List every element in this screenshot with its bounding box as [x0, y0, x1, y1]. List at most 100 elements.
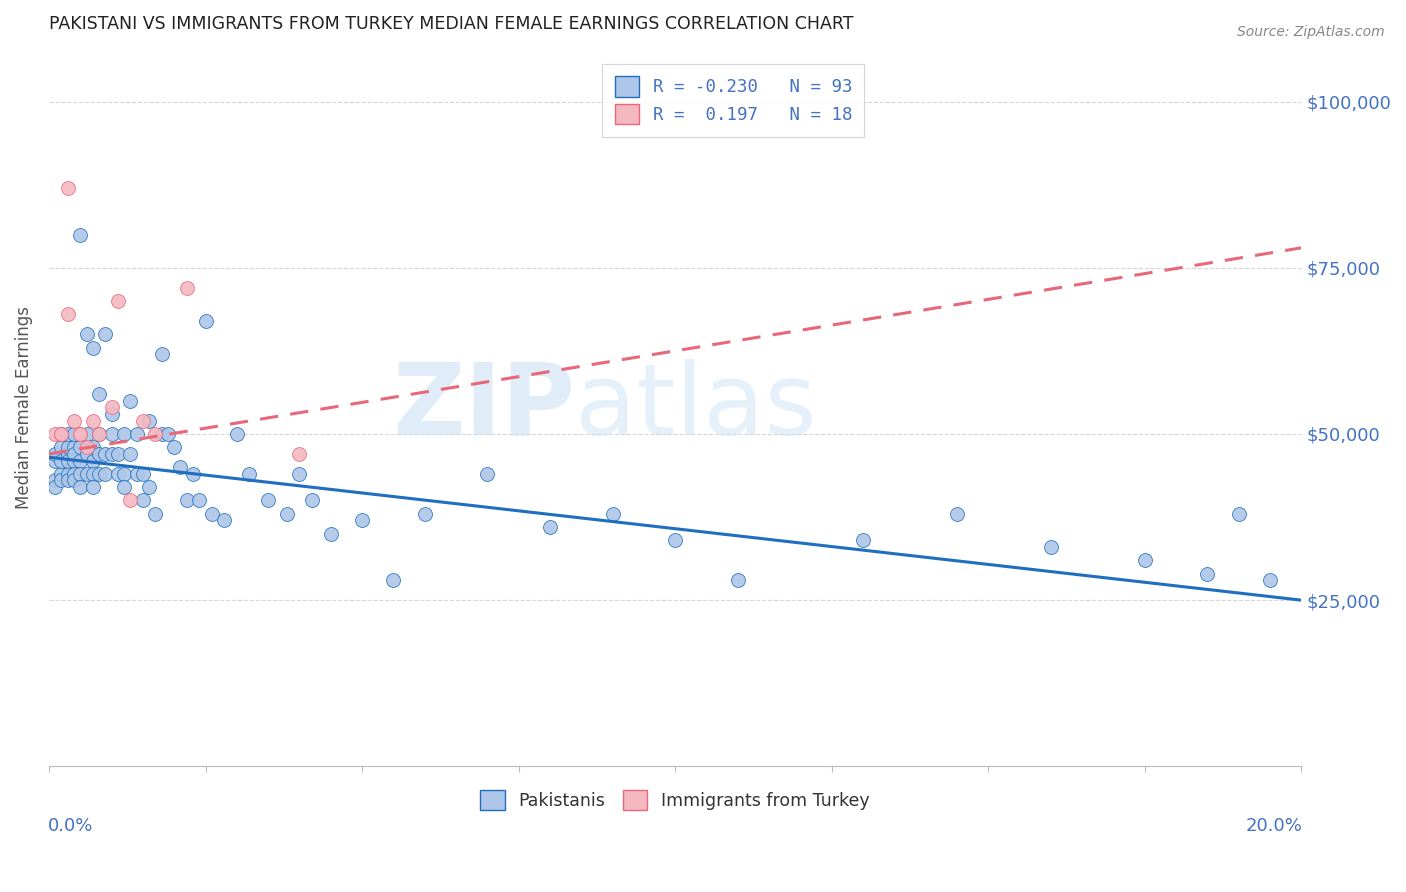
Point — [56, 447, 79, 461]
Point — [112, 427, 135, 442]
Point — [82, 453, 104, 467]
Point — [112, 467, 135, 481]
Text: Source: ZipAtlas.com: Source: ZipAtlas.com — [1237, 25, 1385, 39]
Point — [107, 467, 129, 481]
Point — [82, 414, 104, 428]
Point — [63, 474, 86, 488]
Point — [125, 427, 148, 442]
Point — [56, 307, 79, 321]
Point — [76, 440, 98, 454]
Point — [1133, 553, 1156, 567]
Point — [176, 493, 198, 508]
Point — [44, 447, 66, 461]
Point — [946, 507, 969, 521]
Point — [69, 480, 91, 494]
Point — [413, 507, 436, 521]
Point — [100, 427, 122, 442]
Point — [163, 440, 186, 454]
Point — [301, 493, 323, 508]
Point — [87, 387, 110, 401]
Point — [56, 440, 79, 454]
Point — [120, 447, 142, 461]
Point — [1197, 566, 1219, 581]
Point — [288, 467, 311, 481]
Point — [87, 467, 110, 481]
Point — [69, 467, 91, 481]
Point — [132, 414, 155, 428]
Point — [69, 227, 91, 242]
Point — [664, 533, 686, 548]
Point — [1258, 573, 1281, 587]
Point — [169, 460, 191, 475]
Point — [44, 474, 66, 488]
Point — [51, 467, 73, 481]
Point — [63, 447, 86, 461]
Point — [76, 327, 98, 342]
Point — [82, 440, 104, 454]
Point — [132, 467, 155, 481]
Text: atlas: atlas — [575, 359, 817, 456]
Point — [76, 447, 98, 461]
Point — [44, 453, 66, 467]
Point — [63, 453, 86, 467]
Point — [288, 447, 311, 461]
Point — [82, 341, 104, 355]
Point — [69, 427, 91, 442]
Point — [94, 327, 117, 342]
Point — [125, 467, 148, 481]
Point — [51, 427, 73, 442]
Point — [51, 427, 73, 442]
Point — [120, 393, 142, 408]
Point — [69, 427, 91, 442]
Point — [56, 181, 79, 195]
Point — [51, 427, 73, 442]
Text: ZIP: ZIP — [392, 359, 575, 456]
Point — [120, 493, 142, 508]
Point — [181, 467, 204, 481]
Point — [194, 314, 217, 328]
Point — [214, 513, 236, 527]
Point — [727, 573, 749, 587]
Point — [100, 447, 122, 461]
Point — [51, 440, 73, 454]
Point — [138, 414, 160, 428]
Point — [56, 453, 79, 467]
Point — [107, 293, 129, 308]
Point — [56, 467, 79, 481]
Point — [82, 467, 104, 481]
Point — [138, 480, 160, 494]
Point — [602, 507, 624, 521]
Point — [63, 467, 86, 481]
Point — [477, 467, 499, 481]
Point — [100, 407, 122, 421]
Text: 20.0%: 20.0% — [1246, 816, 1302, 835]
Point — [1227, 507, 1250, 521]
Point — [76, 467, 98, 481]
Point — [87, 447, 110, 461]
Point — [276, 507, 298, 521]
Y-axis label: Median Female Earnings: Median Female Earnings — [15, 306, 32, 508]
Point — [69, 453, 91, 467]
Point — [150, 347, 173, 361]
Point — [82, 480, 104, 494]
Point — [94, 447, 117, 461]
Point — [94, 467, 117, 481]
Point — [156, 427, 179, 442]
Point — [100, 401, 122, 415]
Point — [63, 440, 86, 454]
Point — [145, 427, 167, 442]
Point — [107, 447, 129, 461]
Point — [538, 520, 561, 534]
Point — [225, 427, 247, 442]
Point — [51, 453, 73, 467]
Legend: Pakistanis, Immigrants from Turkey: Pakistanis, Immigrants from Turkey — [472, 781, 879, 819]
Point — [257, 493, 280, 508]
Point — [145, 507, 167, 521]
Text: PAKISTANI VS IMMIGRANTS FROM TURKEY MEDIAN FEMALE EARNINGS CORRELATION CHART: PAKISTANI VS IMMIGRANTS FROM TURKEY MEDI… — [49, 15, 853, 33]
Point — [56, 427, 79, 442]
Point — [51, 427, 73, 442]
Point — [63, 427, 86, 442]
Point — [87, 427, 110, 442]
Point — [238, 467, 260, 481]
Point — [176, 281, 198, 295]
